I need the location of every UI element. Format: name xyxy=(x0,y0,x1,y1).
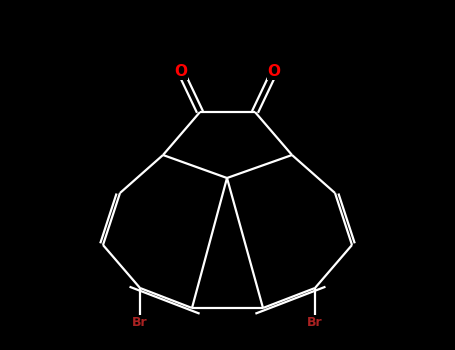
Text: Br: Br xyxy=(132,315,148,329)
Text: Br: Br xyxy=(307,315,323,329)
Text: O: O xyxy=(175,64,187,79)
Text: O: O xyxy=(268,64,280,79)
